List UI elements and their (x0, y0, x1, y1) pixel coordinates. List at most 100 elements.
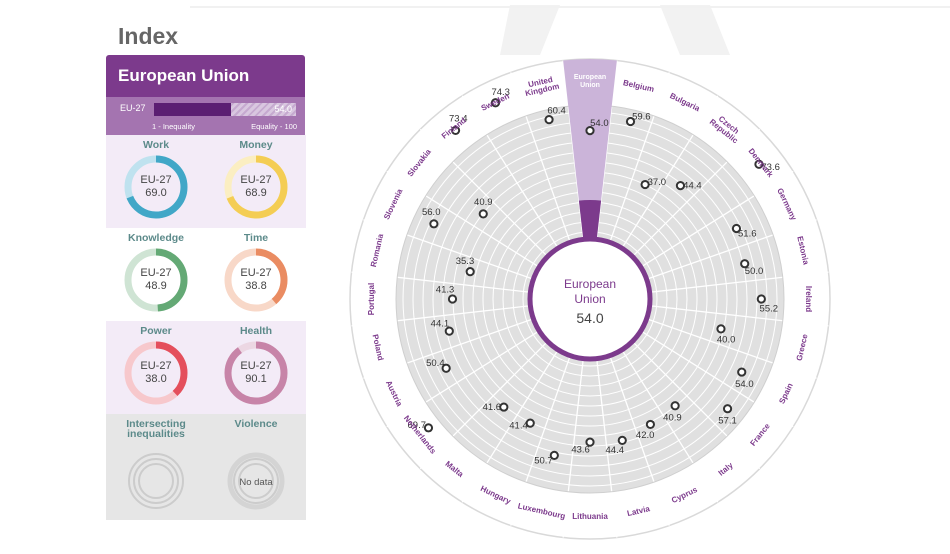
country-label-european-union[interactable]: European Union (574, 74, 606, 89)
domain-label: EU-27 (240, 360, 272, 372)
sector-divider (461, 329, 571, 503)
value-label: 42.0 (636, 430, 655, 441)
donut-arc (124, 341, 188, 405)
data-point-united-kingdom[interactable] (544, 115, 554, 125)
domain-title: Health (239, 325, 273, 337)
domain-donut (224, 341, 288, 405)
sector-divider (351, 302, 554, 327)
data-point-portugal[interactable] (447, 294, 458, 304)
sector-divider (593, 335, 618, 538)
sector-divider (593, 60, 618, 263)
domain-label: EU-27 (240, 174, 272, 186)
value-label: 44.4 (683, 181, 702, 192)
data-point-estonia[interactable] (740, 259, 750, 269)
data-point-netherlands[interactable] (423, 423, 434, 433)
data-point-denmark[interactable] (754, 159, 764, 169)
domain-value: 38.0 (145, 373, 167, 385)
domain-card-health[interactable]: Health EU-27 90.1 (206, 321, 306, 414)
no-data-label: No data (239, 477, 273, 488)
sector-divider (609, 329, 719, 503)
center-label-line: Union (574, 292, 605, 306)
sector-divider (562, 335, 587, 538)
domain-donut (227, 452, 285, 510)
domain-donut (224, 248, 288, 312)
domain-card-money[interactable]: Money EU-27 68.9 (206, 135, 306, 228)
background-chevron (500, 5, 730, 55)
value-label: 50.4 (426, 358, 445, 369)
data-point-austria[interactable] (441, 363, 451, 373)
scale-min-label: 1 - Inequality (152, 122, 195, 131)
domain-value: 69.0 (145, 187, 167, 199)
value-label: 37.0 (648, 177, 667, 188)
data-point-malta[interactable] (499, 402, 509, 412)
data-point-hungary[interactable] (525, 418, 535, 428)
top-rule (190, 6, 950, 8)
domain-card-knowledge[interactable]: Knowledge EU-27 48.9 (106, 228, 206, 321)
domain-value: 38.8 (245, 280, 267, 292)
domain-card-intersecting-inequalities[interactable]: Intersecting inequalities (106, 414, 206, 520)
data-point-lithuania[interactable] (585, 437, 595, 447)
value-label: 50.0 (745, 266, 764, 277)
donut-arc (224, 155, 288, 219)
score-bar-value: 54.0 (274, 104, 292, 114)
data-point-cyprus[interactable] (645, 419, 655, 430)
country-label-portugal[interactable]: Portugal (367, 283, 376, 315)
page-title: Index (118, 23, 179, 49)
data-point-sweden[interactable] (490, 98, 501, 108)
data-point-bulgaria[interactable] (640, 179, 650, 190)
sector-divider (363, 219, 556, 288)
panel-header: European Union (106, 55, 305, 97)
data-point-slovakia[interactable] (478, 209, 488, 219)
value-label: 57.1 (718, 416, 737, 427)
data-point-czech-republic[interactable] (675, 180, 686, 191)
value-label: 35.3 (456, 256, 475, 267)
data-point-finland[interactable] (450, 125, 461, 136)
domain-label: EU-27 (240, 267, 272, 279)
domain-label: EU-27 (140, 174, 172, 186)
data-point-poland[interactable] (444, 326, 454, 336)
data-point-italy[interactable] (670, 401, 680, 411)
center-value: 54.0 (576, 310, 603, 326)
value-label: 54.0 (735, 379, 754, 390)
value-label: 73.4 (449, 114, 468, 125)
value-label: 69.7 (408, 420, 427, 431)
data-point-france[interactable] (722, 404, 733, 414)
domain-card-violence[interactable]: Violence No data (206, 414, 306, 520)
value-label: 40.9 (663, 412, 682, 423)
sector-divider (615, 324, 761, 470)
data-point-greece[interactable] (716, 324, 726, 334)
data-point-romania[interactable] (465, 267, 475, 277)
data-point-slovenia[interactable] (429, 219, 439, 229)
data-point-belgium[interactable] (625, 116, 636, 127)
donut-arc (124, 155, 188, 219)
data-point-european-union[interactable] (585, 125, 595, 136)
country-label-lithuania[interactable]: Lithuania (572, 512, 608, 521)
value-label: 41.4 (509, 421, 527, 432)
domain-card-work[interactable]: Work EU-27 69.0 (106, 135, 206, 228)
sector-divider (615, 128, 761, 274)
data-point-ireland[interactable] (756, 294, 766, 304)
domain-donut (128, 453, 184, 509)
sector-divider (601, 333, 670, 526)
donut-arc (124, 248, 188, 312)
value-label: 44.4 (606, 445, 625, 456)
sector-divider (620, 318, 794, 428)
sector-divider (386, 318, 560, 428)
data-point-germany[interactable] (731, 223, 742, 234)
data-point-latvia[interactable] (617, 435, 627, 446)
donut-arc (224, 341, 288, 405)
donut-placeholder-ring (133, 458, 179, 504)
domain-card-power[interactable]: Power EU-27 38.0 (106, 321, 206, 414)
donut-placeholder-ring (233, 458, 279, 504)
sector-divider (626, 271, 829, 296)
value-label: 51.6 (738, 229, 757, 240)
value-label: 60.4 (547, 105, 566, 116)
data-point-spain[interactable] (737, 367, 747, 377)
country-label-ireland[interactable]: Ireland (804, 286, 813, 312)
value-label: 40.9 (474, 197, 493, 208)
domain-card-time[interactable]: Time EU-27 38.8 (206, 228, 306, 321)
data-point-luxembourg[interactable] (549, 450, 559, 460)
sector-divider (624, 219, 817, 288)
value-label: 73.6 (761, 162, 780, 173)
donut-placeholder-ring (227, 452, 285, 510)
